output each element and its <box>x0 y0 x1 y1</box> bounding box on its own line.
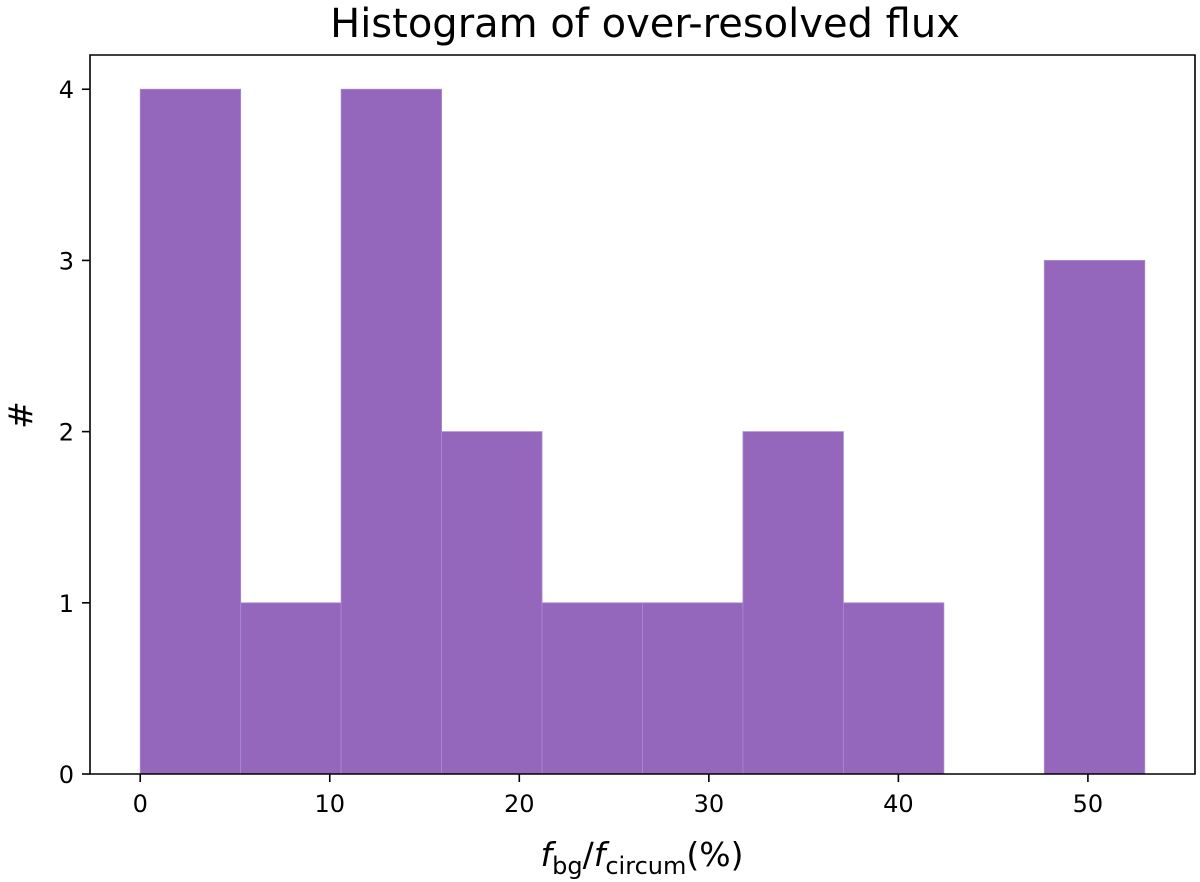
y-ticks: 0 1 2 3 4 <box>59 76 90 789</box>
plot-frame <box>89 54 1196 775</box>
x-label-unit: (%) <box>686 835 743 874</box>
histogram-bar <box>139 88 242 775</box>
x-label-sep: / <box>583 835 595 874</box>
bars-group <box>139 88 1146 775</box>
histogram-bar <box>1043 260 1146 775</box>
histogram-bar <box>340 88 442 775</box>
x-tick-label: 0 <box>133 790 148 818</box>
x-ticks: 0 10 20 30 40 50 <box>133 774 1104 818</box>
x-tick-label: 50 <box>1073 790 1104 818</box>
x-axis-label: fbg/fcircum(%) <box>541 835 744 880</box>
histogram-bar <box>742 431 844 775</box>
histogram-bar <box>541 602 643 775</box>
chart-title: Histogram of over-resolved flux <box>330 1 960 47</box>
histogram-bar <box>642 602 744 775</box>
histogram-bar <box>843 602 945 775</box>
x-tick-label: 30 <box>694 790 725 818</box>
x-tick-label: 10 <box>314 790 345 818</box>
x-tick-label: 20 <box>504 790 535 818</box>
x-label-sub2: circum <box>605 852 686 880</box>
x-tick-label: 40 <box>883 790 914 818</box>
x-label-sub1: bg <box>552 852 582 880</box>
y-tick-label: 3 <box>59 247 74 275</box>
histogram-bar <box>240 602 342 775</box>
y-tick-label: 4 <box>59 76 74 104</box>
y-tick-label: 1 <box>59 590 74 618</box>
histogram-bar <box>441 431 543 775</box>
y-axis-label: # <box>1 401 40 429</box>
y-tick-label: 0 <box>59 761 74 789</box>
y-tick-label: 2 <box>59 419 74 447</box>
